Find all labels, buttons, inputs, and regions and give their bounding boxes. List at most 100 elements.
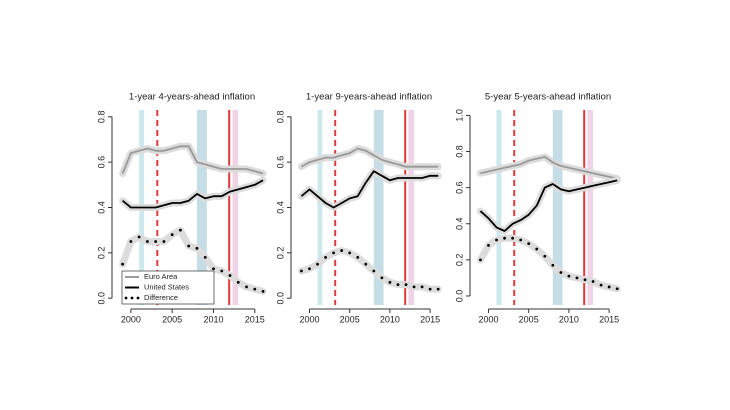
x-tick-label: 2015 — [245, 314, 265, 324]
x-tick-label: 2015 — [420, 314, 440, 324]
difference-point — [340, 249, 344, 252]
difference-point — [487, 244, 490, 247]
difference-point — [567, 274, 571, 278]
difference-point — [575, 276, 579, 280]
difference-point — [479, 258, 482, 262]
panel-title: 5-year 5-years-ahead inflation — [485, 92, 611, 103]
difference-point — [145, 240, 149, 243]
difference-point — [583, 278, 587, 282]
y-tick-label: 0.8 — [454, 145, 464, 158]
difference-point — [380, 276, 384, 280]
y-tick-label: 0.6 — [96, 156, 106, 169]
legend-symbol — [136, 296, 140, 300]
difference-point — [420, 285, 424, 289]
panel: 5-year 5-years-ahead inflation 0.0 0.2 0.4 0… — [454, 92, 621, 324]
panel: 1-year 9-years-ahead inflation 0.0 0.2 0.4 0… — [275, 92, 442, 324]
difference-point — [187, 244, 191, 248]
shaded-period — [587, 110, 594, 305]
x-tick-label: 2010 — [559, 314, 579, 324]
difference-point — [137, 235, 141, 239]
difference-point — [364, 262, 368, 266]
difference-point — [121, 262, 125, 266]
difference-point — [162, 240, 166, 243]
difference-point — [396, 283, 400, 286]
difference-point — [615, 287, 619, 291]
legend-label: United States — [144, 282, 189, 291]
shaded-period — [196, 110, 207, 305]
difference-point — [261, 289, 265, 293]
series-line — [122, 179, 264, 209]
difference-point — [129, 240, 133, 243]
shaded-period — [408, 110, 415, 305]
series-line — [480, 156, 618, 180]
x-tick-label: 2010 — [203, 314, 223, 324]
y-tick-label: 0.6 — [275, 156, 285, 169]
difference-point — [372, 269, 376, 273]
shaded-period — [496, 110, 502, 305]
panel: 1-year 4-years-ahead inflation 0.0 0.2 0.4 0… — [96, 92, 267, 324]
panel-title: 1-year 9-years-ahead inflation — [306, 92, 432, 103]
difference-point — [154, 240, 158, 243]
y-tick-label: 0.4 — [454, 217, 464, 230]
y-tick-label: 0.8 — [275, 111, 285, 124]
shaded-period — [317, 110, 323, 305]
x-tick-label: 2010 — [380, 314, 400, 324]
y-tick-label: 0.2 — [96, 247, 106, 260]
y-tick-label: 0.4 — [275, 201, 285, 214]
x-tick-label: 2000 — [478, 314, 498, 324]
difference-point — [228, 274, 232, 277]
x-tick-label: 2000 — [121, 314, 141, 324]
y-tick-label: 0.4 — [96, 201, 106, 214]
x-tick-label: 2005 — [340, 314, 360, 324]
panel-title: 1-year 4-years-ahead inflation — [129, 92, 255, 103]
difference-point — [436, 287, 440, 291]
legend-symbol — [124, 296, 128, 300]
y-tick-label: 0.6 — [454, 181, 464, 194]
x-tick-label: 2000 — [299, 314, 319, 324]
difference-point — [388, 280, 392, 284]
legend-label: Difference — [144, 293, 178, 302]
difference-point — [535, 247, 539, 251]
difference-point — [527, 242, 531, 246]
difference-point — [543, 254, 547, 258]
difference-point — [551, 263, 555, 267]
difference-point — [511, 236, 515, 240]
shaded-period — [373, 110, 384, 305]
difference-point — [519, 238, 523, 242]
difference-point — [356, 255, 360, 259]
series-line — [121, 145, 264, 175]
difference-point — [300, 269, 303, 273]
x-tick-label: 2005 — [162, 314, 182, 324]
y-tick-label: 0.2 — [275, 247, 285, 260]
y-tick-label: 1.0 — [454, 109, 464, 122]
difference-point — [412, 285, 416, 289]
difference-point — [195, 246, 199, 250]
legend-symbol — [130, 296, 134, 300]
difference-point — [428, 287, 432, 291]
x-tick-label: 2015 — [599, 314, 619, 324]
shaded-period — [232, 110, 239, 305]
difference-point — [220, 269, 224, 273]
difference-point — [308, 267, 311, 271]
difference-point — [332, 251, 336, 255]
difference-point — [203, 255, 207, 259]
difference-point — [236, 280, 240, 284]
difference-point — [607, 285, 611, 289]
y-tick-label: 0.0 — [454, 290, 464, 303]
series-line — [300, 170, 439, 209]
difference-point — [404, 283, 408, 286]
difference-point — [348, 251, 352, 255]
difference-point — [559, 271, 563, 274]
y-tick-label: 0.0 — [96, 292, 106, 305]
confidence-band — [119, 226, 267, 295]
difference-point — [212, 267, 215, 271]
difference-point — [170, 233, 174, 237]
difference-point — [316, 262, 319, 266]
difference-point — [245, 285, 248, 289]
y-tick-label: 0.2 — [454, 254, 464, 267]
series-line — [479, 179, 618, 232]
y-tick-label: 0.8 — [96, 111, 106, 124]
x-tick-label: 2005 — [519, 314, 539, 324]
difference-point — [495, 238, 498, 242]
